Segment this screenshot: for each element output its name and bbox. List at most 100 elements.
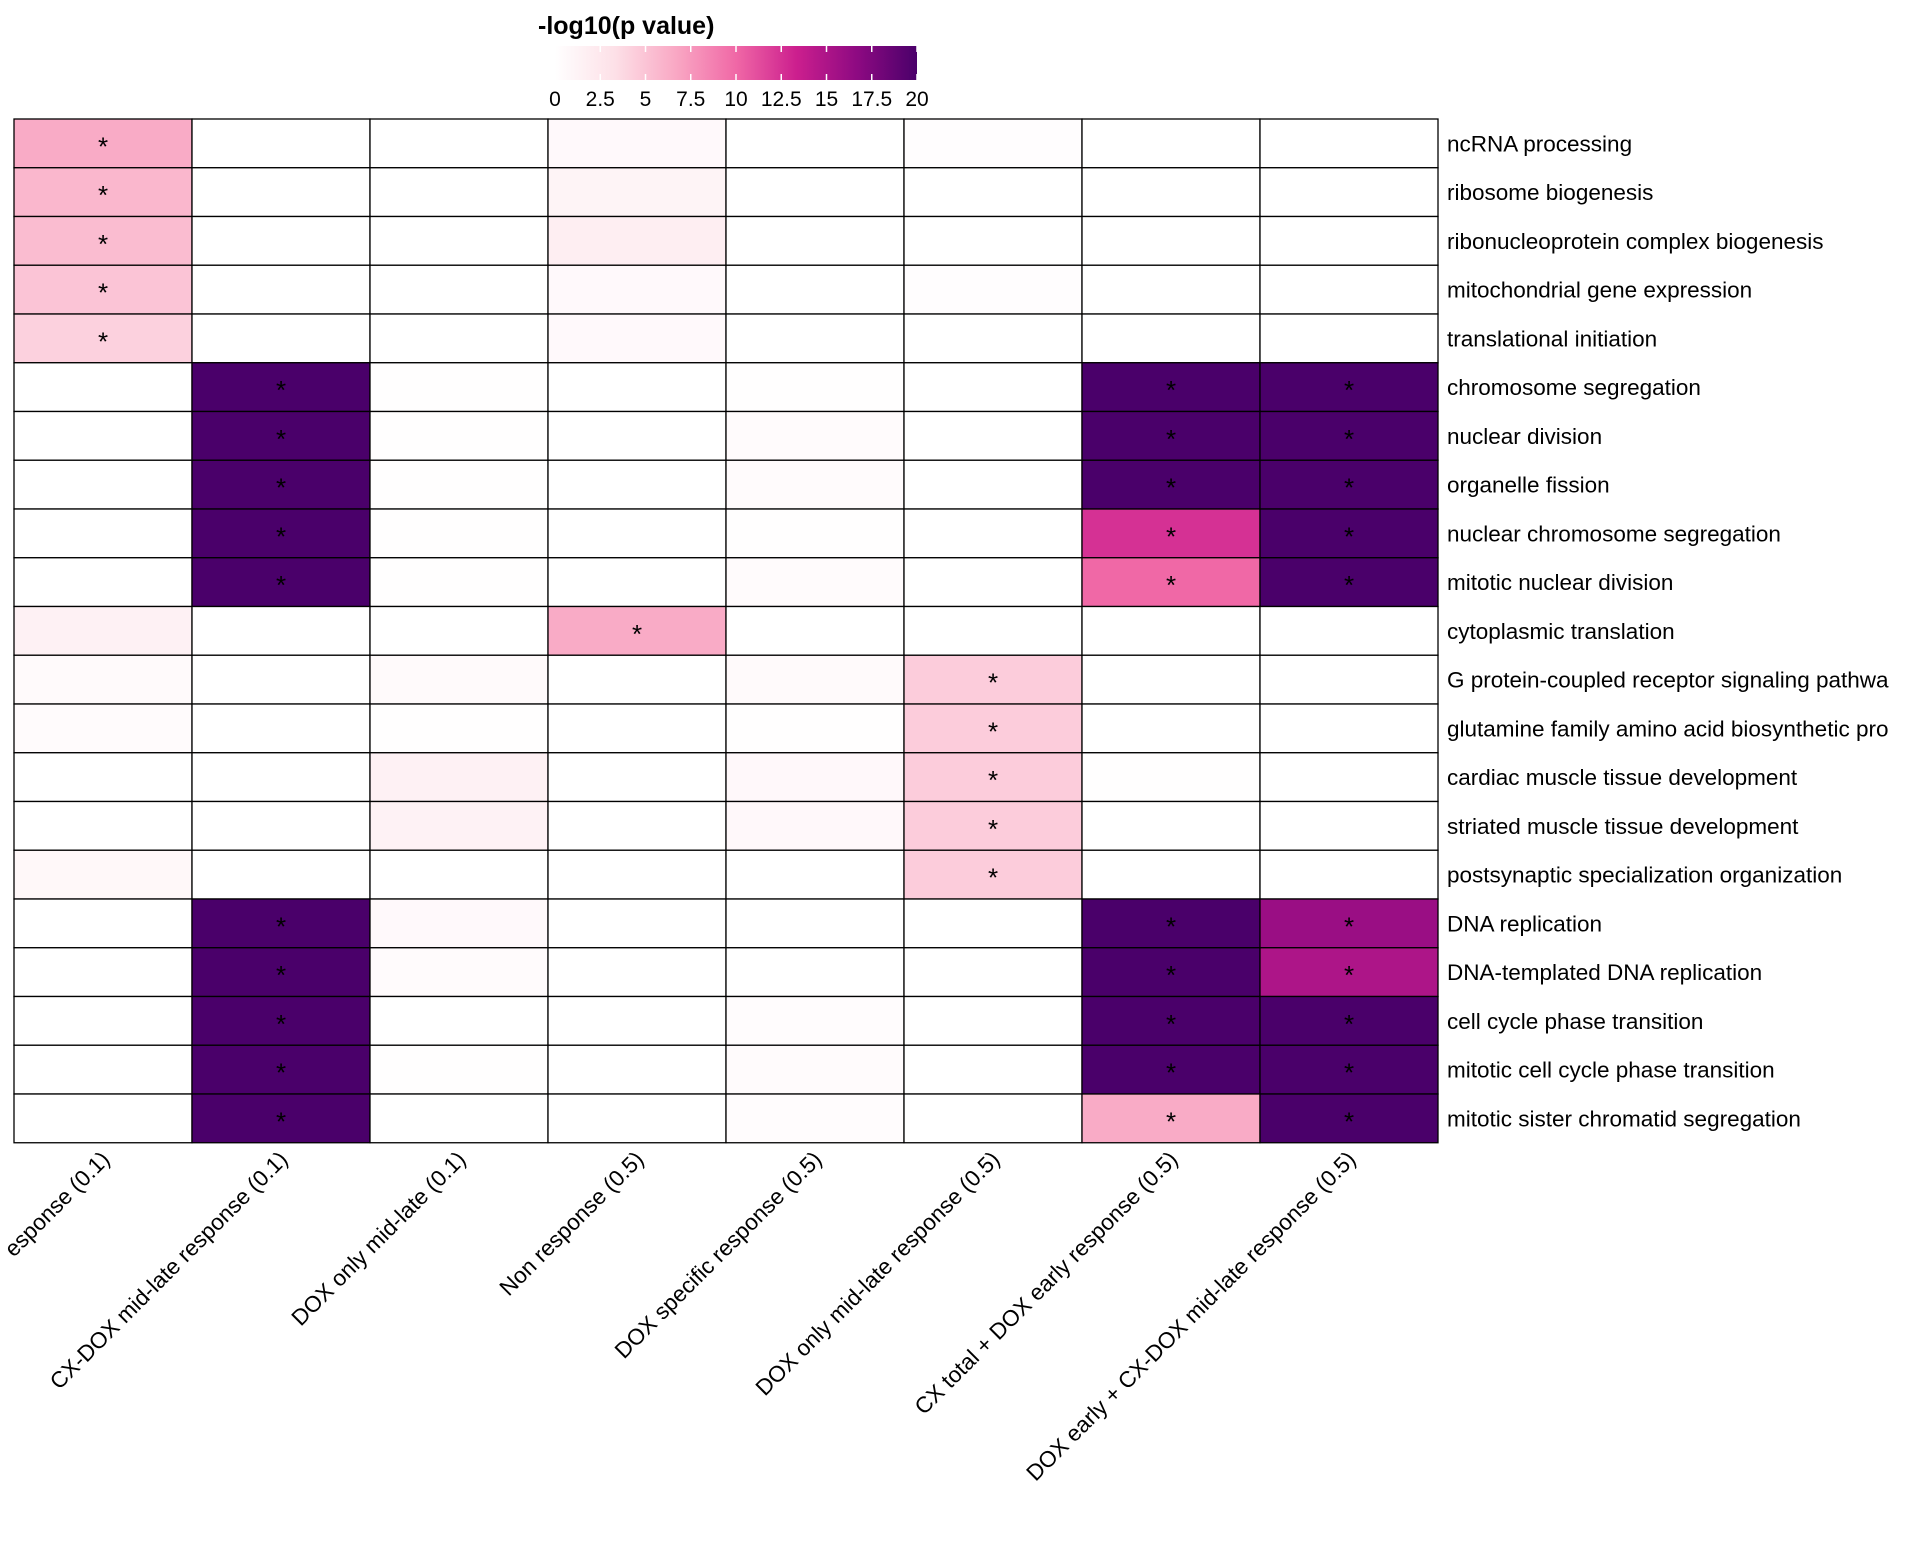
heatmap-cell [1259, 654, 1439, 705]
heatmap-cell [369, 947, 549, 998]
colorbar-tick-label: 5 [640, 88, 652, 111]
heatmap-cell [547, 1093, 727, 1144]
row-label: translational initiation [1447, 326, 1657, 351]
heatmap-cell [13, 508, 193, 559]
heatmap-cell [725, 654, 905, 705]
heatmap-cell [1259, 313, 1439, 364]
heatmap-cell [1259, 898, 1439, 949]
heatmap-cell [1081, 605, 1261, 656]
row-label: ribosome biogenesis [1447, 180, 1653, 205]
significance-marker: * [988, 814, 998, 844]
heatmap-cell [13, 947, 193, 998]
heatmap-cell [13, 703, 193, 754]
heatmap-cell [191, 605, 371, 656]
significance-marker: * [988, 716, 998, 746]
row-label: glutamine family amino acid biosynthetic… [1447, 716, 1888, 741]
heatmap-cell [1081, 752, 1261, 803]
heatmap-cell [1259, 410, 1439, 461]
row-label: postsynaptic specialization organization [1447, 863, 1842, 888]
heatmap-cell [725, 703, 905, 754]
significance-marker: * [98, 131, 108, 161]
heatmap-cell [369, 459, 549, 510]
heatmap-cell [725, 313, 905, 364]
heatmap-cell [903, 313, 1083, 364]
heatmap-cell [1259, 605, 1439, 656]
heatmap-cell [903, 898, 1083, 949]
heatmap-cell [1081, 703, 1261, 754]
heatmap-cell [369, 410, 549, 461]
colorbar-tick-label: 17.5 [851, 88, 892, 111]
significance-marker: * [1344, 473, 1354, 503]
colorbar-tick-label: 10 [724, 88, 747, 111]
heatmap-cell [13, 654, 193, 705]
heatmap-cell [13, 557, 193, 608]
heatmap-cell [1259, 215, 1439, 266]
heatmap-cell [903, 654, 1083, 705]
colorbar-tick-label: 15 [815, 88, 838, 111]
heatmap-cell [369, 557, 549, 608]
heatmap-cell [13, 1093, 193, 1144]
significance-marker: * [632, 619, 642, 649]
heatmap-cell [547, 410, 727, 461]
heatmap-cell [369, 362, 549, 413]
heatmap-cell [903, 508, 1083, 559]
column-label: DOX early + CX-DOX mid-late response (0.… [1021, 1147, 1360, 1486]
heatmap-cell [903, 1044, 1083, 1095]
heatmap-cell [1259, 752, 1439, 803]
row-label: nuclear division [1447, 424, 1602, 449]
heatmap-cell [1081, 508, 1261, 559]
row-label: nuclear chromosome segregation [1447, 521, 1781, 546]
row-label: DNA replication [1447, 911, 1602, 936]
heatmap-cell [369, 118, 549, 169]
significance-marker: * [1344, 375, 1354, 405]
column-label: Non response (0.5) [495, 1147, 649, 1301]
row-label: chromosome segregation [1447, 375, 1701, 400]
heatmap-cell [903, 752, 1083, 803]
heatmap-cell [369, 1093, 549, 1144]
heatmap-cell [547, 995, 727, 1046]
significance-marker: * [1166, 570, 1176, 600]
heatmap-cell [725, 215, 905, 266]
heatmap-cell [725, 410, 905, 461]
heatmap-cell [725, 362, 905, 413]
heatmap-cell [725, 167, 905, 218]
heatmap-cell [547, 947, 727, 998]
significance-marker: * [1166, 424, 1176, 454]
heatmap-cell [547, 703, 727, 754]
heatmap-cell [1259, 703, 1439, 754]
column-label: esponse (0.1) [0, 1147, 115, 1262]
heatmap-cell [1259, 264, 1439, 315]
heatmap-cell [369, 508, 549, 559]
heatmap-cell [191, 849, 371, 900]
heatmap-cell [1259, 362, 1439, 413]
heatmap-cell [725, 605, 905, 656]
heatmap-cell [191, 410, 371, 461]
heatmap-cell [547, 1044, 727, 1095]
heatmap-cell [13, 849, 193, 900]
colorbar-tick-label: 7.5 [676, 88, 705, 111]
significance-marker: * [98, 229, 108, 259]
heatmap-cell [1081, 459, 1261, 510]
heatmap-cell [547, 264, 727, 315]
significance-marker: * [98, 180, 108, 210]
significance-marker: * [98, 278, 108, 308]
heatmap-cell [547, 654, 727, 705]
significance-marker: * [1344, 1106, 1354, 1136]
heatmap-cell [547, 557, 727, 608]
significance-marker: * [988, 863, 998, 893]
heatmap-cell [725, 557, 905, 608]
heatmap-cell [1259, 118, 1439, 169]
heatmap-cell [903, 557, 1083, 608]
heatmap-cell [369, 167, 549, 218]
heatmap-cell [547, 752, 727, 803]
significance-marker: * [1344, 960, 1354, 990]
heatmap-cell [13, 410, 193, 461]
heatmap-cell [191, 118, 371, 169]
heatmap-cell [547, 508, 727, 559]
heatmap-cell [1259, 508, 1439, 559]
row-label: ribonucleoprotein complex biogenesis [1447, 229, 1823, 254]
heatmap-cell [369, 849, 549, 900]
heatmap-cell [1259, 167, 1439, 218]
heatmap-cell [903, 459, 1083, 510]
